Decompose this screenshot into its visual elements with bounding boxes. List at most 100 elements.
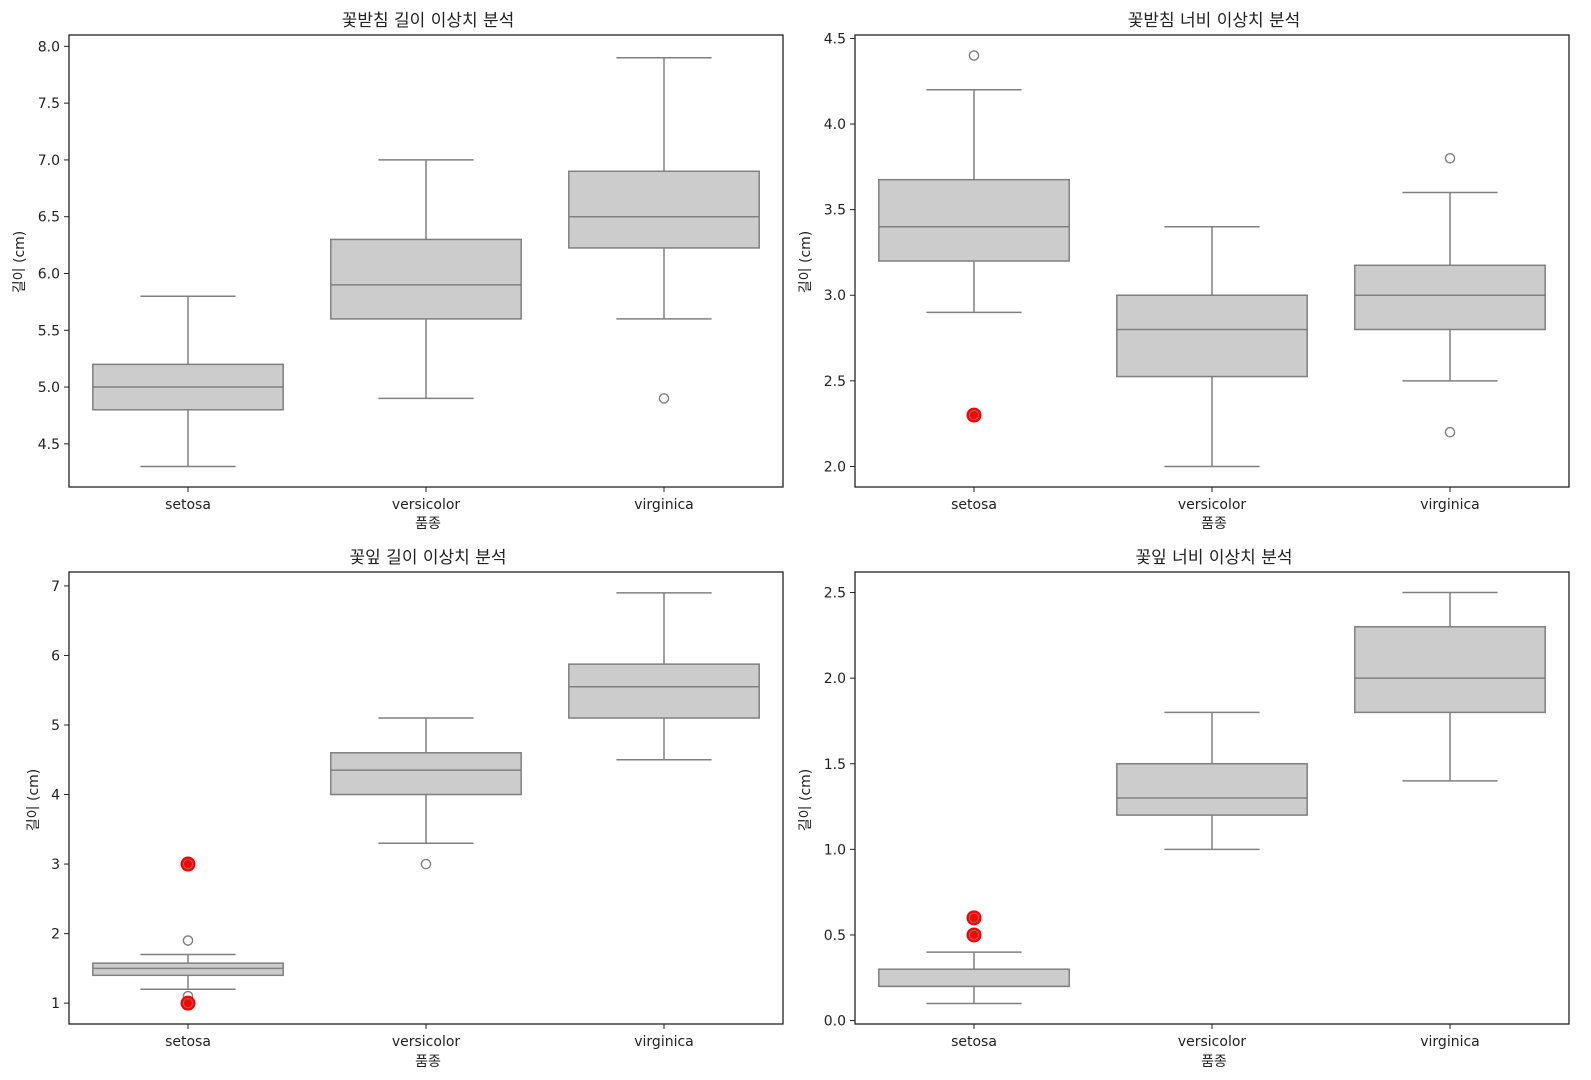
y-tick-label: 1	[51, 996, 60, 1012]
chart-1-marks: 4.5 5.0 5.5 6.0 6.5 7.0 7.5 8.0 setosa versicolor…	[38, 34, 784, 513]
y-tick-label: 6.5	[38, 210, 60, 226]
y-axis-label: 길이 (cm)	[12, 231, 28, 293]
x-tick-label: virginica	[1420, 1034, 1480, 1050]
highlighted-outlier-point	[180, 856, 196, 872]
y-tick-label: 5	[51, 718, 60, 734]
iqr-box	[878, 178, 1070, 262]
iqr-box	[878, 968, 1070, 988]
outlier-point	[182, 858, 194, 870]
highlighted-outlier-point	[180, 995, 196, 1011]
outlier-point	[182, 997, 194, 1009]
y-tick-label: 0.0	[824, 1014, 846, 1030]
highlighted-outlier-point	[966, 910, 982, 926]
y-tick-label: 2.0	[824, 671, 846, 687]
outlier-point	[968, 50, 980, 61]
box-virginica	[1354, 152, 1546, 438]
iqr-box	[92, 962, 284, 977]
y-tick-label: 4.0	[824, 117, 846, 133]
box-versicolor	[1116, 226, 1308, 468]
y-axis-label: 길이 (cm)	[26, 769, 42, 831]
y-tick-label: 2.0	[824, 459, 846, 475]
box-setosa	[878, 910, 1070, 1005]
iqr-box	[330, 238, 522, 320]
subplot-petal-width: 꽃잎 너비 이상치 분석 길이 (cm) 품종	[798, 548, 1292, 1070]
highlighted-outlier-point	[966, 407, 982, 423]
outlier-point	[1444, 152, 1456, 164]
y-tick-label: 3.0	[824, 288, 846, 304]
x-tick-label: setosa	[165, 1034, 211, 1050]
x-tick-label: virginica	[634, 497, 694, 513]
box-setosa	[92, 856, 284, 1011]
chart-title: 꽃받침 길이 이상치 분석	[342, 11, 515, 31]
iqr-box	[1354, 626, 1546, 714]
highlighted-outlier-point	[966, 927, 982, 943]
subplot-sepal-width: 꽃받침 너비 이상치 분석 길이 (cm) 품종	[798, 11, 1300, 532]
iqr-box	[568, 663, 760, 719]
box-versicolor	[330, 717, 522, 870]
y-tick-label: 6.0	[38, 266, 60, 282]
y-tick-label: 3	[51, 857, 60, 873]
y-tick-label: 2	[51, 927, 60, 943]
y-axis-label: 길이 (cm)	[798, 231, 814, 293]
y-tick-label: 2.5	[824, 586, 846, 602]
outlier-point	[1444, 426, 1456, 438]
iqr-box	[1116, 294, 1308, 378]
x-tick-label: virginica	[1420, 497, 1480, 513]
chart-3-marks: 1 2 3 4 5 6 7 setosa versicolor virginica	[51, 571, 784, 1050]
outlier-point	[658, 393, 670, 404]
chart-title: 꽃받침 너비 이상치 분석	[1128, 11, 1301, 31]
x-tick-label: setosa	[951, 497, 997, 513]
box-versicolor	[1116, 711, 1308, 851]
box-setosa	[878, 50, 1070, 423]
iqr-box	[330, 752, 522, 796]
chart-2-marks: 2.0 2.5 3.0 3.5 4.0 4.5 setosa versicolor virgin…	[824, 31, 1570, 513]
y-tick-label: 2.5	[824, 374, 846, 390]
y-tick-label: 5.0	[38, 380, 60, 396]
chart-title: 꽃잎 길이 이상치 분석	[350, 548, 507, 568]
x-tick-label: setosa	[951, 1034, 997, 1050]
x-axis-label: 품종	[1201, 1054, 1227, 1070]
y-tick-label: 4.5	[38, 437, 60, 453]
box-virginica	[1354, 591, 1546, 782]
outlier-point	[968, 409, 980, 421]
y-tick-label: 1.0	[824, 842, 846, 858]
y-tick-label: 4	[51, 788, 60, 804]
y-axis-label: 길이 (cm)	[798, 769, 814, 831]
y-tick-label: 5.5	[38, 323, 60, 339]
x-tick-label: versicolor	[1178, 1034, 1247, 1050]
outlier-point	[182, 935, 194, 946]
y-tick-label: 4.5	[824, 31, 846, 47]
y-tick-label: 6	[51, 648, 60, 664]
x-axis-label: 품종	[1201, 516, 1227, 532]
outlier-point	[420, 858, 432, 870]
box-versicolor	[330, 159, 522, 400]
subplot-petal-length: 꽃잎 길이 이상치 분석 길이 (cm) 품종	[26, 548, 506, 1070]
chart-marks: 4.5 5.0 5.5 6.0 6.5 7.0 7.5 8.0 setosa versicolor…	[38, 31, 1570, 1050]
box-virginica	[568, 592, 760, 761]
y-tick-label: 1.5	[824, 757, 846, 773]
y-tick-label: 8.0	[38, 39, 60, 55]
y-tick-label: 7.0	[38, 153, 60, 169]
box-setosa	[92, 295, 284, 468]
y-tick-label: 3.5	[824, 203, 846, 219]
outlier-point	[968, 912, 980, 924]
x-tick-label: versicolor	[1178, 497, 1247, 513]
chart-4-marks: 0.0 0.5 1.0 1.5 2.0 2.5 setosa versicolor virgin…	[824, 571, 1570, 1050]
x-tick-label: versicolor	[392, 497, 461, 513]
box-virginica	[568, 56, 760, 404]
x-axis-label: 품종	[415, 1054, 441, 1070]
iqr-box	[568, 170, 760, 249]
x-tick-label: virginica	[634, 1034, 694, 1050]
subplot-sepal-length: 꽃받침 길이 이상치 분석 길이 (cm) 품종	[12, 11, 514, 532]
x-axis-label: 품종	[415, 516, 441, 532]
y-tick-label: 7	[51, 579, 60, 595]
x-tick-label: versicolor	[392, 1034, 461, 1050]
x-tick-label: setosa	[165, 497, 211, 513]
outlier-point	[968, 929, 980, 941]
y-tick-label: 0.5	[824, 928, 846, 944]
chart-title: 꽃잎 너비 이상치 분석	[1136, 548, 1293, 568]
y-tick-label: 7.5	[38, 96, 60, 112]
iqr-box	[1116, 763, 1308, 816]
iqr-box	[1354, 264, 1546, 331]
